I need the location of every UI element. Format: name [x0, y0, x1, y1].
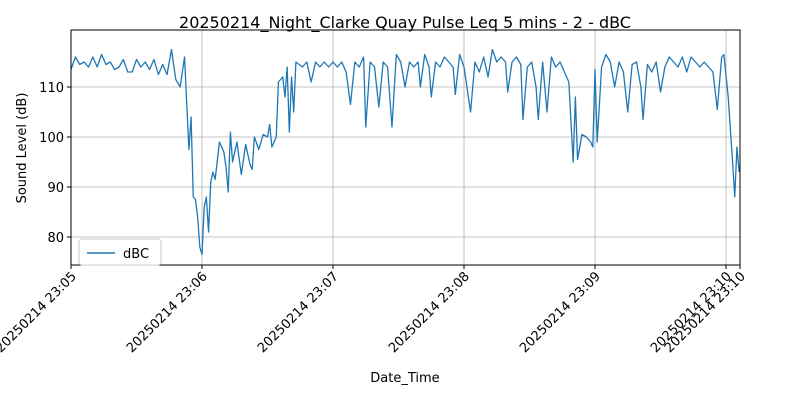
y-tick-label: 110 — [39, 81, 64, 96]
y-tick-label: 90 — [47, 181, 64, 196]
legend-label: dBC — [123, 247, 149, 262]
y-tick-label: 80 — [47, 231, 64, 246]
plot-frame — [70, 29, 741, 266]
legend-box — [78, 238, 162, 266]
chart-title: 20250214_Night_Clarke Quay Pulse Leq 5 m… — [179, 13, 631, 33]
y-tick-label: 100 — [39, 131, 64, 146]
data-line — [70, 48, 740, 256]
y-axis-label: Sound Level (dB) — [15, 93, 30, 204]
x-axis-label: Date_Time — [370, 371, 439, 386]
